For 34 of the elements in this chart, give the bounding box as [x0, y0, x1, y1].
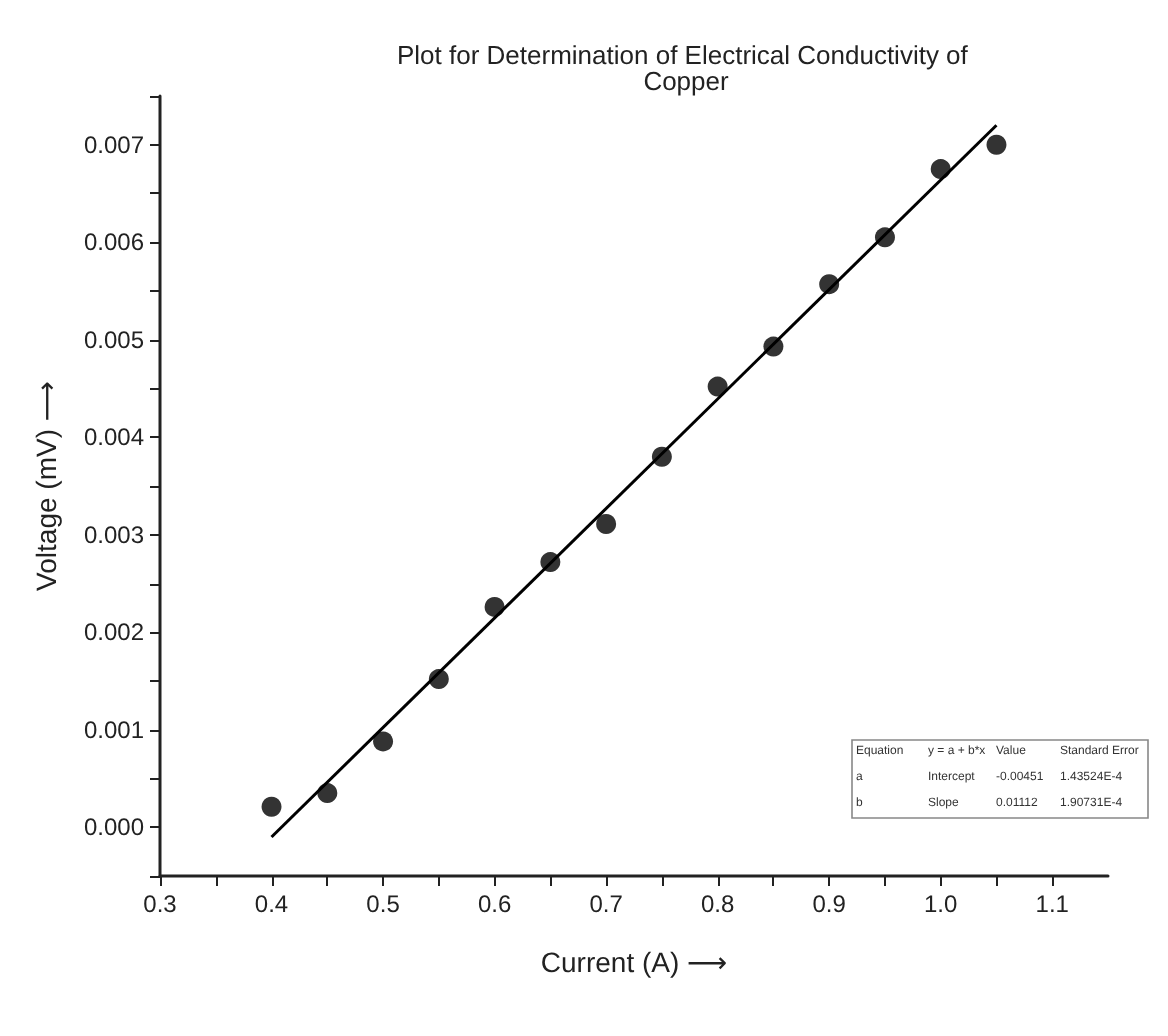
x-tick-label: 0.7 — [589, 890, 624, 918]
y-tick-label: 0.000 — [83, 813, 145, 842]
point — [819, 274, 840, 295]
x-tick-label: 0.3 — [143, 890, 178, 918]
point — [373, 731, 394, 752]
y-tick-label: 0.004 — [83, 423, 145, 452]
chart-title: Plot for Determination of Electrical Conductivity of Copper — [396, 40, 976, 96]
y-axis-title: Voltage (mV) ⟶ — [30, 381, 62, 591]
x-tick-label: 0.6 — [477, 890, 512, 918]
x-tick-label: 1.0 — [924, 890, 959, 918]
y-tick-label: 0.005 — [83, 325, 145, 354]
point — [763, 336, 784, 357]
y-tick-label: 0.006 — [83, 228, 145, 257]
x-tick-label: 0.9 — [812, 890, 847, 918]
point — [484, 596, 505, 617]
y-tick-label: 0.002 — [83, 618, 145, 647]
point — [428, 669, 449, 690]
point — [874, 227, 895, 248]
x-tick-label: 0.5 — [366, 890, 401, 918]
point — [930, 159, 951, 180]
point — [261, 796, 282, 817]
y-tick-label: 0.001 — [83, 715, 145, 744]
x-tick-label: 0.4 — [254, 890, 289, 918]
point — [651, 446, 672, 467]
point — [540, 552, 561, 573]
point — [317, 783, 338, 804]
y-tick-label: 0.007 — [83, 130, 145, 159]
x-tick-label: 0.8 — [700, 890, 735, 918]
x-axis-title: Current (A) ⟶ — [540, 946, 728, 978]
point — [596, 514, 617, 535]
y-tick-label: 0.003 — [83, 520, 145, 549]
x-tick-label: 1.1 — [1035, 890, 1070, 918]
point — [986, 134, 1007, 155]
point — [707, 376, 728, 397]
